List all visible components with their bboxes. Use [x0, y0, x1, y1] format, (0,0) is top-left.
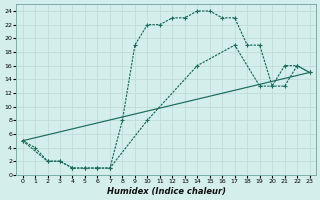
X-axis label: Humidex (Indice chaleur): Humidex (Indice chaleur)	[107, 187, 226, 196]
